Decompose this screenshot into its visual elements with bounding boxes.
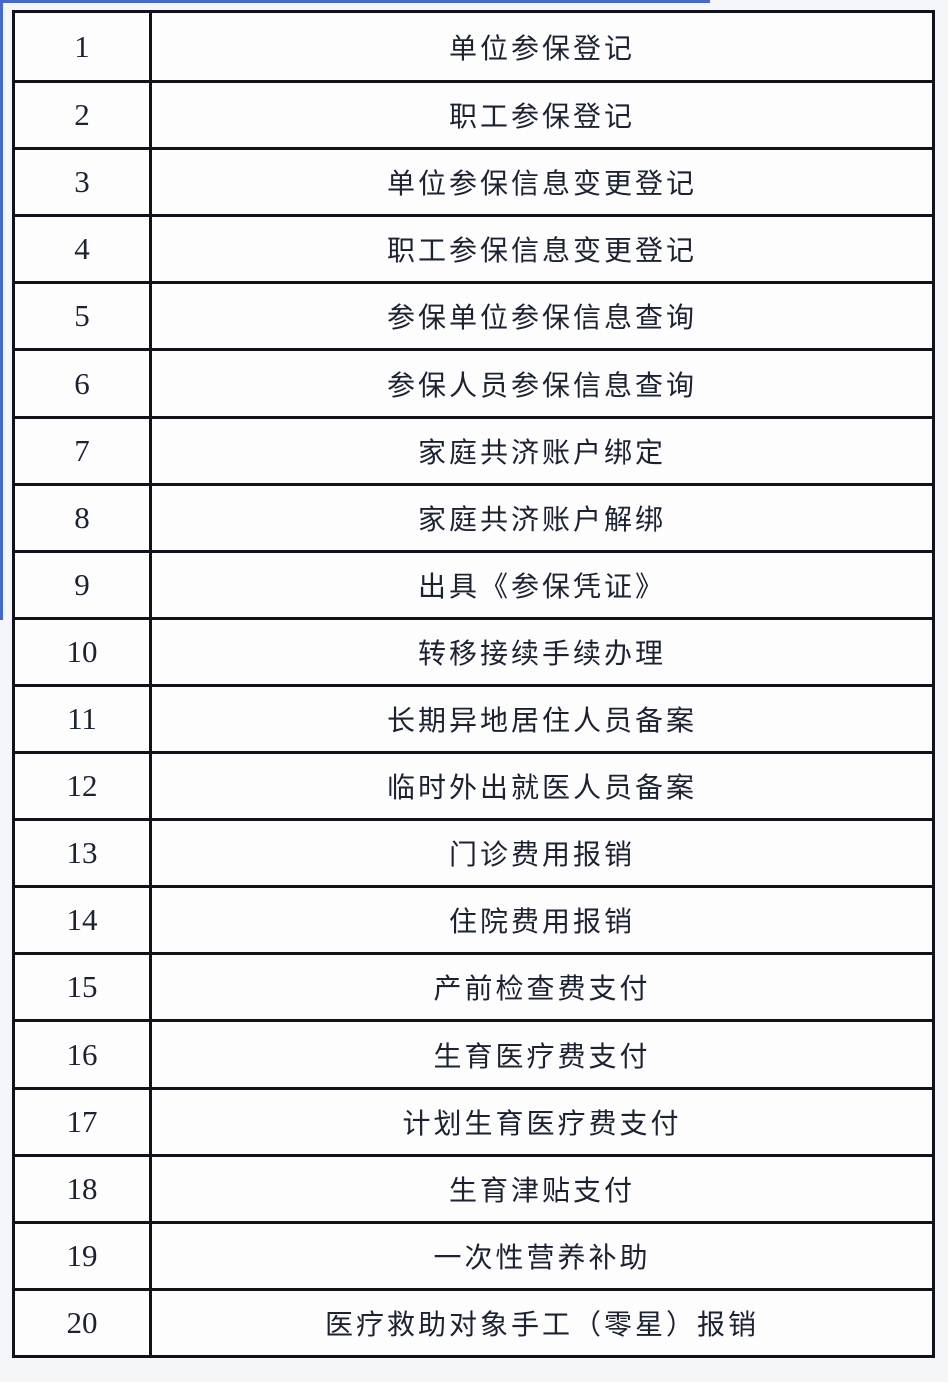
table-row: 11 长期异地居住人员备案 xyxy=(15,683,932,752)
row-number-cell: 4 xyxy=(15,217,152,282)
service-name-cell: 医疗救助对象手工（零星）报销 xyxy=(152,1290,932,1355)
service-name-cell: 出具《参保凭证》 xyxy=(152,552,932,617)
table-row: 19 一次性营养补助 xyxy=(15,1220,932,1288)
page-top-accent-line xyxy=(0,0,710,3)
page-left-accent-line xyxy=(0,0,3,620)
service-name-cell: 职工参保信息变更登记 xyxy=(152,217,932,282)
row-number-cell: 9 xyxy=(15,552,152,617)
row-number-cell: 20 xyxy=(15,1290,152,1355)
service-name-cell: 产前检查费支付 xyxy=(152,955,932,1020)
row-number-cell: 11 xyxy=(15,686,152,752)
table-row: 5 参保单位参保信息查询 xyxy=(15,281,932,349)
table-row: 12 临时外出就医人员备案 xyxy=(15,751,932,819)
row-number-cell: 17 xyxy=(15,1089,152,1154)
service-name-cell: 转移接续手续办理 xyxy=(152,619,932,684)
row-number-cell: 6 xyxy=(15,351,152,416)
service-name-cell: 门诊费用报销 xyxy=(152,821,932,886)
row-number-cell: 2 xyxy=(15,83,152,148)
table-row: 10 转移接续手续办理 xyxy=(15,616,932,684)
table-row: 4 职工参保信息变更登记 xyxy=(15,214,932,282)
row-number-cell: 15 xyxy=(15,955,152,1020)
row-number-cell: 16 xyxy=(15,1022,152,1087)
row-number-cell: 19 xyxy=(15,1223,152,1288)
service-name-cell: 单位参保登记 xyxy=(152,13,932,81)
table-row: 20 医疗救助对象手工（零星）报销 xyxy=(15,1287,932,1355)
row-number-cell: 1 xyxy=(15,13,152,81)
service-name-cell: 参保人员参保信息查询 xyxy=(152,351,932,416)
table-row: 14 住院费用报销 xyxy=(15,885,932,953)
row-number-cell: 3 xyxy=(15,150,152,215)
table-row: 15 产前检查费支付 xyxy=(15,952,932,1020)
row-number-cell: 8 xyxy=(15,485,152,550)
row-number-cell: 12 xyxy=(15,754,152,819)
row-number-cell: 5 xyxy=(15,284,152,349)
service-name-cell: 住院费用报销 xyxy=(152,888,932,953)
service-name-cell: 长期异地居住人员备案 xyxy=(152,686,932,752)
table-row: 9 出具《参保凭证》 xyxy=(15,549,932,617)
service-name-cell: 单位参保信息变更登记 xyxy=(152,150,932,215)
row-number-cell: 10 xyxy=(15,619,152,684)
table-row: 17 计划生育医疗费支付 xyxy=(15,1086,932,1154)
row-number-cell: 14 xyxy=(15,888,152,953)
table-row: 2 职工参保登记 xyxy=(15,80,932,148)
row-number-cell: 18 xyxy=(15,1156,152,1221)
service-name-cell: 生育医疗费支付 xyxy=(152,1022,932,1087)
table-row: 7 家庭共济账户绑定 xyxy=(15,415,932,483)
table-row: 13 门诊费用报销 xyxy=(15,818,932,886)
service-name-cell: 家庭共济账户解绑 xyxy=(152,485,932,550)
service-name-cell: 职工参保登记 xyxy=(152,83,932,148)
table-row: 18 生育津贴支付 xyxy=(15,1153,932,1221)
service-name-cell: 计划生育医疗费支付 xyxy=(152,1089,932,1154)
table-row: 16 生育医疗费支付 xyxy=(15,1019,932,1087)
service-name-cell: 参保单位参保信息查询 xyxy=(152,284,932,349)
table-row: 1 单位参保登记 xyxy=(15,13,932,81)
service-name-cell: 生育津贴支付 xyxy=(152,1156,932,1221)
row-number-cell: 13 xyxy=(15,821,152,886)
table-row: 3 单位参保信息变更登记 xyxy=(15,147,932,215)
table-row: 6 参保人员参保信息查询 xyxy=(15,348,932,416)
service-table: 1 单位参保登记 2 职工参保登记 3 单位参保信息变更登记 4 职工参保信息变… xyxy=(12,10,935,1358)
table-row: 8 家庭共济账户解绑 xyxy=(15,482,932,550)
service-name-cell: 临时外出就医人员备案 xyxy=(152,754,932,819)
service-name-cell: 一次性营养补助 xyxy=(152,1223,932,1288)
row-number-cell: 7 xyxy=(15,418,152,483)
service-name-cell: 家庭共济账户绑定 xyxy=(152,418,932,483)
